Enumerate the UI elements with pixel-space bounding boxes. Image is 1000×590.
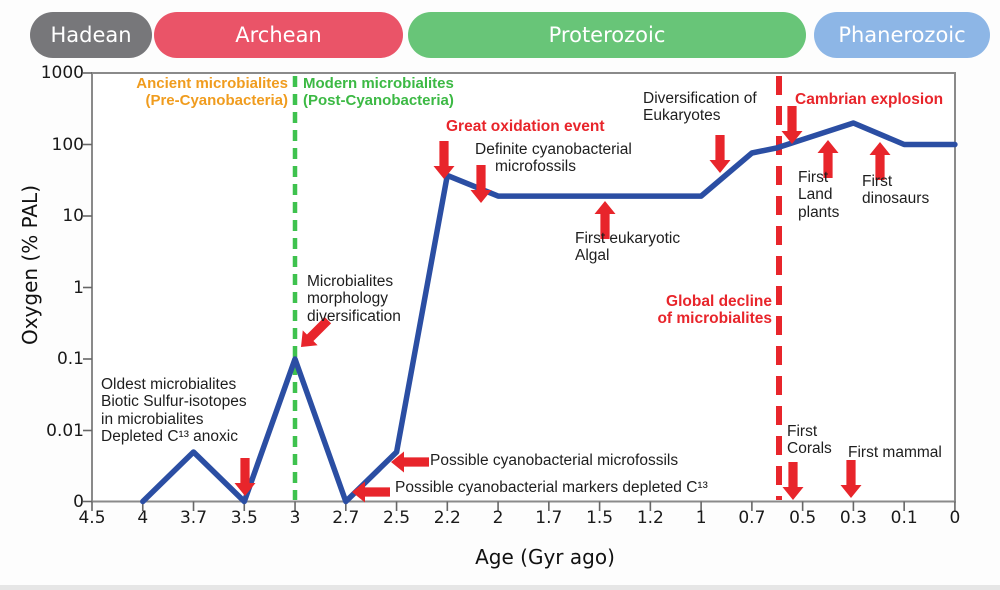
x-tick-label: 2.2 <box>433 508 461 528</box>
annotation-diversification-eukaryotes: Diversification of Eukaryotes <box>643 90 757 125</box>
annotation-morphology-diversification: Microbialites morphology diversification <box>307 273 401 325</box>
annotation-first-mammal: First mammal <box>848 444 942 461</box>
annotation-first-dinosaurs: First dinosaurs <box>862 173 930 208</box>
annotation-first-eukaryotic-algal: First eukaryotic Algal <box>575 230 681 265</box>
y-axis-title: Oxygen (% PAL) <box>18 184 42 346</box>
annotation-definite-microfossils: Definite cyanobacterial microfossils <box>475 141 632 176</box>
x-axis-title: Age (Gyr ago) <box>475 545 615 569</box>
x-tick-label: 0.7 <box>738 508 766 528</box>
axis-ticks <box>83 72 956 511</box>
y-tick-label: 1 <box>73 277 84 298</box>
era-label: Phanerozoic <box>838 23 966 47</box>
annotation-first-corals: First Corals <box>787 423 832 458</box>
annotation-oldest-microbialites: Oldest microbialites Biotic Sulfur-isoto… <box>101 376 247 446</box>
y-tick-label: 0.1 <box>56 349 84 369</box>
x-tick-label: 1.7 <box>535 508 563 528</box>
annotation-ancient-microbialites: Ancient microbialites (Pre-Cyanobacteria… <box>136 75 288 109</box>
annotation-global-decline: Global decline of microbialites <box>657 293 772 328</box>
plot-border <box>91 72 956 503</box>
x-tick-label: 4.5 <box>78 508 106 528</box>
y-tick-label: 0.01 <box>46 420 84 441</box>
x-tick-label: 3.5 <box>230 508 258 528</box>
annotation-modern-microbialites: Modern microbialites (Post-Cyanobacteria… <box>303 75 454 109</box>
x-tick-label: 1.5 <box>586 508 614 528</box>
annotation-possible-markers: Possible cyanobacterial markers depleted… <box>395 479 708 496</box>
annotation-cambrian-explosion: Cambrian explosion <box>795 91 944 108</box>
era-label: Archean <box>235 23 322 47</box>
x-tick-label: 3 <box>289 508 301 528</box>
x-tick-label: 1 <box>695 508 707 528</box>
x-tick-label: 4 <box>137 508 149 528</box>
x-tick-label: 0 <box>949 508 961 528</box>
oxygen-curve <box>140 120 958 505</box>
y-tick-label: 10 <box>62 206 84 226</box>
y-tick-label: 0 <box>73 491 84 512</box>
x-tick-label: 0.3 <box>839 508 867 528</box>
annotation-great-oxidation-event: Great oxidation event <box>446 118 605 135</box>
era-pill-proterozoic: Proterozoic <box>408 12 806 58</box>
annotation-first-land-plants: First Land plants <box>798 169 840 221</box>
x-tick-label: 2.5 <box>383 508 411 528</box>
y-tick-label: 1000 <box>40 63 84 83</box>
y-tick-label: 100 <box>51 134 84 155</box>
era-pill-archean: Archean <box>154 12 403 58</box>
x-tick-label: 0.1 <box>890 508 918 528</box>
bottom-edge-strip <box>0 585 1000 590</box>
era-pill-phanerozoic: Phanerozoic <box>814 12 990 58</box>
x-tick-label: 2 <box>492 508 504 528</box>
era-label: Hadean <box>50 23 132 47</box>
x-tick-label: 2.7 <box>332 508 360 528</box>
x-tick-label: 1.2 <box>636 508 664 528</box>
era-label: Proterozoic <box>548 23 666 47</box>
annotation-possible-microfossils: Possible cyanobacterial microfossils <box>430 452 679 469</box>
x-tick-label: 3.7 <box>179 508 208 528</box>
era-pill-hadean: Hadean <box>30 12 152 58</box>
x-tick-label: 0.5 <box>789 508 817 528</box>
